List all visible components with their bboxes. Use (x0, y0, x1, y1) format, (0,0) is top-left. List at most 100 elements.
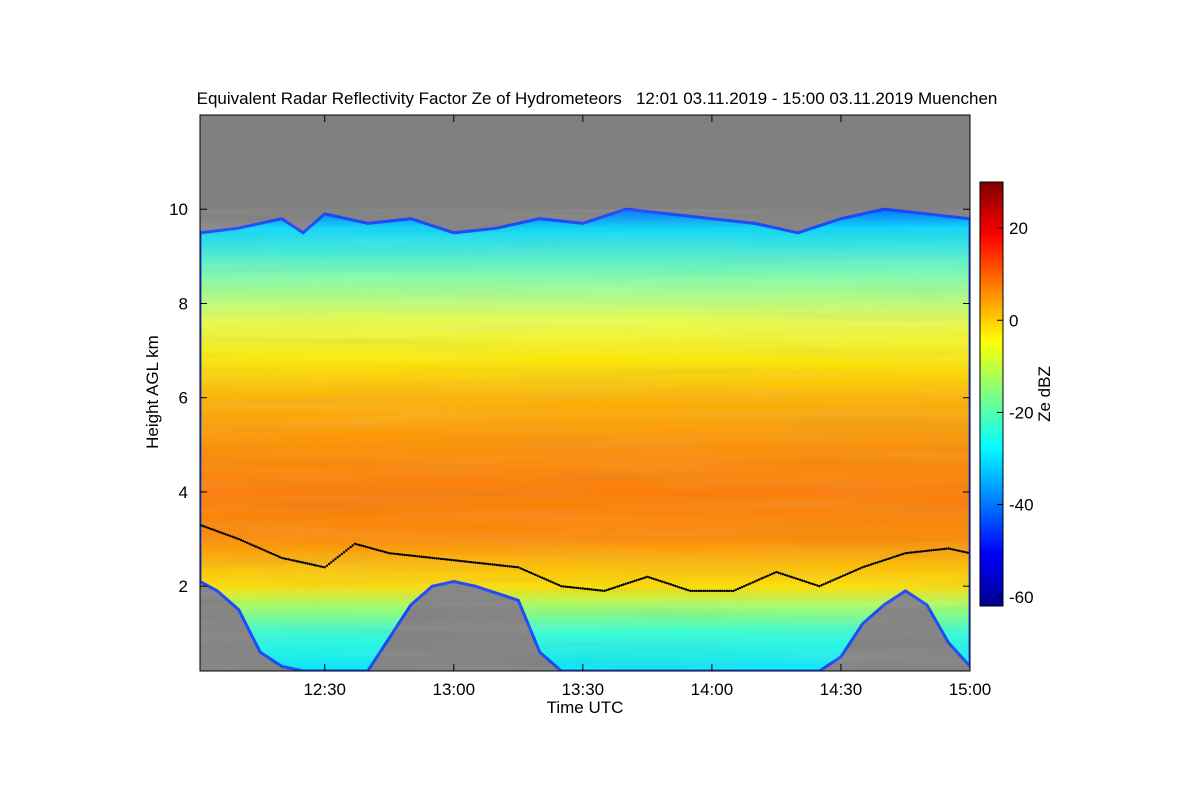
melting-layer-dot (631, 580, 634, 583)
melting-layer-dot (525, 569, 529, 573)
melting-layer-dot (669, 583, 673, 586)
x-tick-label: 14:00 (691, 680, 734, 699)
melting-layer-dot (416, 555, 419, 558)
melting-layer-dot (216, 530, 219, 533)
melting-layer-dot (271, 552, 275, 556)
melting-layer-dot (487, 562, 490, 566)
melting-layer-dot (327, 562, 331, 566)
colorbar-scale (979, 181, 1004, 607)
melting-layer-dot (347, 547, 350, 550)
melting-layer-dot (917, 550, 920, 553)
melting-layer-dot (816, 584, 819, 587)
melting-layer-dot (405, 553, 408, 557)
melting-layer-dot (915, 550, 918, 554)
melting-layer-dot (955, 549, 959, 552)
melting-layer-dot (689, 589, 692, 593)
melting-layer-dot (760, 577, 763, 580)
melting-layer-dot (837, 576, 840, 579)
melting-layer-dot (831, 579, 834, 582)
melting-layer-dot (680, 586, 683, 590)
melting-layer-dot (633, 579, 636, 583)
melting-layer-dot (573, 586, 576, 589)
melting-layer-dot (588, 588, 591, 591)
melting-layer-dot (226, 533, 230, 537)
melting-layer-dot (736, 587, 739, 591)
melting-layer-dot (396, 552, 400, 556)
melting-layer-dot (947, 547, 950, 550)
melting-layer-dot (499, 564, 503, 567)
x-axis-label: Time UTC (547, 698, 624, 717)
melting-layer-dot (794, 577, 797, 580)
melting-layer-dot (411, 554, 415, 557)
melting-layer-dot (820, 584, 823, 587)
melting-layer-dot (422, 555, 425, 559)
melting-layer-dot (807, 581, 810, 584)
melting-layer-dot (302, 561, 305, 564)
melting-layer-dot (777, 571, 780, 574)
melting-layer-dot (674, 584, 677, 588)
melting-layer-dot (755, 579, 759, 582)
melting-layer-dot (390, 552, 393, 555)
melting-layer-dot (646, 575, 649, 578)
melting-layer-dot (349, 545, 352, 549)
melting-layer-dot (463, 560, 466, 563)
melting-layer-dot (732, 589, 735, 593)
melting-layer-dot (919, 550, 922, 553)
melting-layer-dot (244, 540, 247, 544)
melting-layer-dot (493, 563, 496, 566)
colorbar-tick-label: -60 (1009, 588, 1034, 607)
melting-layer-dot (366, 546, 369, 549)
melting-layer-dot (850, 570, 853, 574)
melting-layer-dot (717, 589, 720, 593)
melting-layer-dot (508, 565, 511, 568)
x-tick-label: 13:30 (562, 680, 605, 699)
melting-layer-dot (708, 589, 711, 593)
melting-layer-dot (201, 524, 204, 527)
y-tick-label: 4 (179, 483, 188, 502)
melting-layer-dot (403, 553, 406, 557)
melting-layer-dot (551, 581, 554, 584)
melting-layer-dot (629, 581, 632, 584)
melting-layer-dot (727, 589, 731, 593)
colorbar-ticks: -60 -40 -20 0 20 (997, 219, 1034, 607)
x-tick-label: 15:00 (949, 680, 992, 699)
melting-layer-dot (639, 577, 643, 581)
melting-layer-dot (433, 557, 436, 560)
melting-layer-dot (278, 555, 281, 559)
melting-layer-dot (676, 585, 679, 588)
melting-layer-dot (336, 556, 339, 559)
melting-layer-dot (809, 582, 812, 585)
melting-layer-dot (536, 574, 539, 577)
melting-layer-dot (407, 554, 410, 557)
melting-layer-dot (299, 561, 303, 564)
melting-layer-dot (852, 569, 856, 573)
melting-layer-dot (930, 549, 933, 552)
melting-layer-dot (291, 559, 294, 562)
melting-layer-dot (758, 578, 761, 581)
melting-layer-dot (274, 553, 277, 557)
melting-layer-dot (878, 560, 881, 563)
melting-layer-dot (250, 543, 253, 546)
melting-layer-dot (697, 589, 701, 593)
melting-layer-dot (586, 587, 589, 591)
melting-layer-dot (452, 559, 455, 562)
melting-layer-dot (231, 535, 234, 538)
melting-layer-dot (945, 547, 948, 550)
melting-layer-dot (205, 526, 208, 529)
colorbar: -60 -40 -20 0 20 Ze dBZ (979, 181, 1054, 607)
melting-layer-dot (444, 558, 447, 561)
melting-layer-dot (297, 560, 301, 563)
melting-layer-dot (927, 549, 931, 552)
melting-layer-dot (650, 577, 653, 580)
melting-layer-dot (616, 585, 619, 588)
melting-layer-dot (740, 585, 744, 589)
melting-layer-dot (910, 551, 914, 554)
melting-layer-dot (527, 570, 531, 574)
melting-layer-dot (706, 589, 709, 593)
melting-layer-dot (605, 589, 608, 592)
melting-layer-dot (796, 577, 800, 581)
melting-layer-dot (923, 549, 926, 553)
melting-layer-dot (545, 578, 548, 581)
melting-layer-dot (289, 558, 292, 561)
melting-layer-dot (824, 582, 828, 585)
